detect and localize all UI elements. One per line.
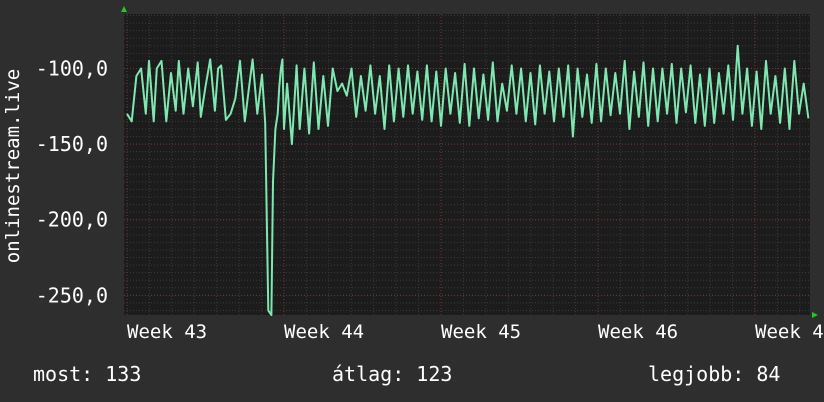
y-axis: -100,0 -150,0 -200,0 -250,0	[36, 56, 108, 307]
series-line	[126, 44, 810, 316]
x-axis-arrow	[812, 312, 818, 318]
x-axis: Week 43 Week 44 Week 45 Week 46 Week 4	[127, 321, 824, 343]
axis-arrows	[121, 6, 818, 318]
x-tick-label: Week 43	[127, 321, 207, 343]
stats-footer: most: 133 átlag: 123 legjobb: 84	[0, 362, 824, 390]
best-value: legjobb: 84	[648, 362, 781, 386]
y-tick-label: -250,0	[36, 283, 108, 307]
grid	[124, 14, 810, 315]
average-value: átlag: 123	[332, 362, 453, 386]
y-tick-label: -150,0	[36, 132, 108, 156]
x-tick-label: Week 46	[598, 321, 678, 343]
series-group	[126, 44, 810, 316]
current-value: most: 133	[33, 362, 142, 386]
y-axis-arrow	[121, 6, 127, 12]
x-tick-label: Week 44	[284, 321, 364, 343]
x-tick-label: Week 45	[441, 321, 521, 343]
y-axis-label: onlinestream.live	[2, 69, 24, 263]
chart: -100,0-150,0-200,0-250,0 Week 43 Week 44 W…	[2, 6, 824, 343]
y-tick-label: -100,0	[36, 56, 108, 80]
x-tick-label: Week 4	[755, 321, 824, 343]
y-tick-label: -200,0	[36, 208, 108, 232]
plot-area	[124, 14, 810, 315]
